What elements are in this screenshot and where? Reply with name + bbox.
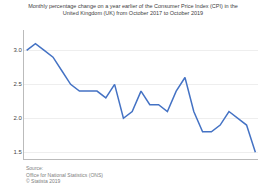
svg-text:Monthly percentage change on a: Monthly percentage change on a year earl… bbox=[28, 3, 238, 16]
svg-text:2.0: 2.0 bbox=[13, 115, 22, 121]
svg-text:Source:Office for National Sta: Source:Office for National Statistics (O… bbox=[26, 165, 103, 184]
svg-text:1.5: 1.5 bbox=[13, 149, 22, 155]
svg-text:2.5: 2.5 bbox=[13, 81, 22, 87]
svg-text:3.0: 3.0 bbox=[13, 47, 22, 53]
